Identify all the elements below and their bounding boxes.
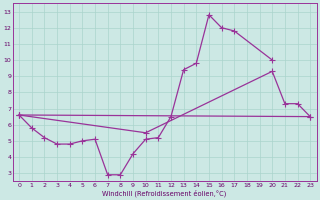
X-axis label: Windchill (Refroidissement éolien,°C): Windchill (Refroidissement éolien,°C) [102,189,227,197]
